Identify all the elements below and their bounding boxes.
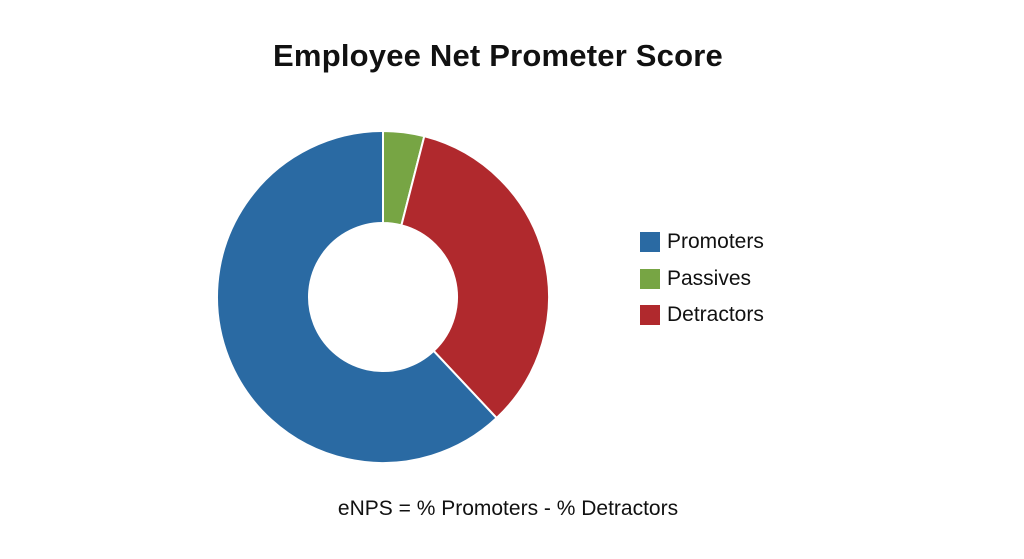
legend-item-passives: Passives <box>640 267 860 291</box>
legend-swatch-detractors <box>640 305 660 325</box>
legend-swatch-passives <box>640 268 660 289</box>
chart-footnote: eNPS = % Promoters - % Detractors <box>337 497 679 520</box>
legend-label-detractors: Detractors <box>667 303 764 326</box>
donut-slices <box>216 129 551 464</box>
chart-legend: Promoters Passives Detractors <box>640 230 860 340</box>
legend-item-detractors: Detractors <box>640 303 860 327</box>
chart-title: Employee Net Prometer Score <box>273 38 723 73</box>
donut-slice-promoters <box>216 129 499 464</box>
donut-slice-detractors <box>400 134 551 420</box>
legend-label-passives: Passives <box>667 266 752 290</box>
legend-item-promoters: Promoters <box>640 230 860 254</box>
legend-label-promoters: Promoters <box>667 230 764 253</box>
legend-swatch-promoters <box>640 232 660 252</box>
